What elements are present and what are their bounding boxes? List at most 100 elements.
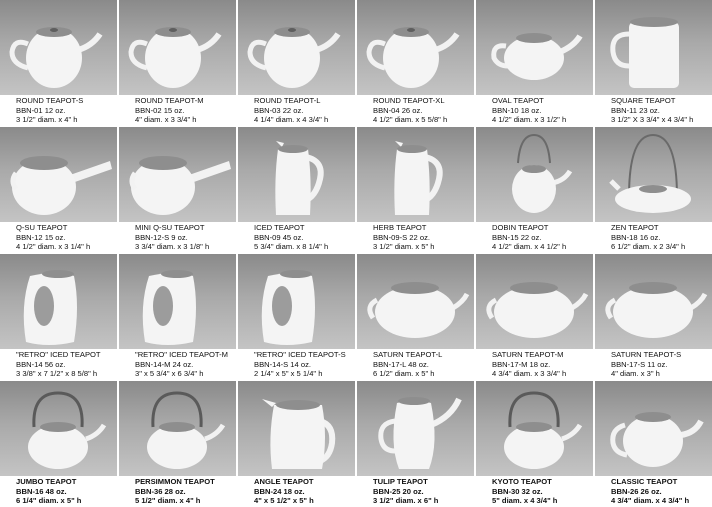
product-name: SQUARE TEAPOT [611, 96, 710, 106]
product-caption: ZEN TEAPOT BBN-18 16 oz. 6 1/2" diam. x 2 … [611, 223, 710, 252]
product-name: ICED TEAPOT [254, 223, 353, 233]
product-caption: ROUND TEAPOT-S BBN-01 12 oz. 3 1/2" diam. … [16, 96, 115, 125]
product-dimensions: 3 1/2" diam. x 5" h [373, 242, 472, 252]
product-photo [0, 254, 117, 349]
product-sku: BBN-09 45 oz. [254, 233, 353, 243]
product-sku: BBN-12 15 oz. [16, 233, 115, 243]
product-dimensions: 3 1/2" diam. x 4" h [16, 115, 115, 125]
product-card: SATURN TEAPOT-M BBN-17-M 18 oz. 4 3/4" dia… [476, 254, 593, 380]
product-caption: ROUND TEAPOT-M BBN-02 15 oz. 4" diam. x 3 … [135, 96, 234, 125]
product-card: ICED TEAPOT BBN-09 45 oz. 5 3/4" diam. x 8… [238, 127, 355, 253]
product-name: TULIP TEAPOT [373, 477, 472, 487]
product-sku: BBN-36 28 oz. [135, 487, 234, 497]
product-photo [0, 381, 117, 476]
product-name: ROUND TEAPOT-XL [373, 96, 472, 106]
product-card: PERSIMMON TEAPOT BBN-36 28 oz. 5 1/2" diam… [119, 381, 236, 507]
product-photo [119, 381, 236, 476]
product-photo [476, 0, 593, 95]
product-sku: BBN-02 15 oz. [135, 106, 234, 116]
product-sku: BBN-17-S 11 oz. [611, 360, 710, 370]
product-photo [595, 0, 712, 95]
product-dimensions: 5 3/4" diam. x 8 1/4" h [254, 242, 353, 252]
product-photo [476, 127, 593, 222]
product-name: PERSIMMON TEAPOT [135, 477, 234, 487]
product-caption: ANGLE TEAPOT BBN-24 18 oz. 4" x 5 1/2" x 5… [254, 477, 353, 506]
product-sku: BBN-25 20 oz. [373, 487, 472, 497]
product-card: SATURN TEAPOT-S BBN-17-S 11 oz. 4" diam. x… [595, 254, 712, 380]
product-photo [357, 0, 474, 95]
product-name: ROUND TEAPOT-S [16, 96, 115, 106]
product-card: "RETRO" ICED TEAPOT-S BBN-14-S 14 oz. 2 1/… [238, 254, 355, 380]
product-name: "RETRO" ICED TEAPOT [16, 350, 115, 360]
product-photo [595, 127, 712, 222]
product-sku: BBN-17-L 48 oz. [373, 360, 472, 370]
product-caption: SATURN TEAPOT-L BBN-17-L 48 oz. 6 1/2" dia… [373, 350, 472, 379]
product-sku: BBN-18 16 oz. [611, 233, 710, 243]
product-dimensions: 4" x 5 1/2" x 5" h [254, 496, 353, 506]
product-card: ROUND TEAPOT-S BBN-01 12 oz. 3 1/2" diam. … [0, 0, 117, 126]
product-dimensions: 4 1/2" diam. x 4 1/2" h [492, 242, 591, 252]
product-card: ZEN TEAPOT BBN-18 16 oz. 6 1/2" diam. x 2 … [595, 127, 712, 253]
product-name: ANGLE TEAPOT [254, 477, 353, 487]
product-caption: HERB TEAPOT BBN-09-S 22 oz. 3 1/2" diam. x… [373, 223, 472, 252]
product-name: KYOTO TEAPOT [492, 477, 591, 487]
product-caption: "RETRO" ICED TEAPOT-S BBN-14-S 14 oz. 2 1/… [254, 350, 353, 379]
product-sku: BBN-30 32 oz. [492, 487, 591, 497]
product-caption: CLASSIC TEAPOT BBN-26 26 oz. 4 3/4" diam. … [611, 477, 710, 506]
product-name: SATURN TEAPOT-L [373, 350, 472, 360]
product-sku: BBN-16 48 oz. [16, 487, 115, 497]
product-name: "RETRO" ICED TEAPOT-M [135, 350, 234, 360]
product-caption: SATURN TEAPOT-M BBN-17-M 18 oz. 4 3/4" dia… [492, 350, 591, 379]
product-photo [119, 0, 236, 95]
product-card: SQUARE TEAPOT BBN-11 23 oz. 3 1/2" X 3 3/4… [595, 0, 712, 126]
product-dimensions: 3 3/8" x 7 1/2" x 8 5/8" h [16, 369, 115, 379]
product-card: TULIP TEAPOT BBN-25 20 oz. 3 1/2" diam. x … [357, 381, 474, 507]
product-caption: "RETRO" ICED TEAPOT BBN-14 56 oz. 3 3/8" x… [16, 350, 115, 379]
product-dimensions: 4 1/2" diam. x 3 1/4" h [16, 242, 115, 252]
product-name: "RETRO" ICED TEAPOT-S [254, 350, 353, 360]
product-sku: BBN-09-S 22 oz. [373, 233, 472, 243]
product-dimensions: 6 1/2" diam. x 5" h [373, 369, 472, 379]
product-card: "RETRO" ICED TEAPOT BBN-14 56 oz. 3 3/8" x… [0, 254, 117, 380]
product-card: ROUND TEAPOT-M BBN-02 15 oz. 4" diam. x 3 … [119, 0, 236, 126]
product-name: HERB TEAPOT [373, 223, 472, 233]
product-card: ANGLE TEAPOT BBN-24 18 oz. 4" x 5 1/2" x 5… [238, 381, 355, 507]
product-dimensions: 4" diam. x 3" h [611, 369, 710, 379]
product-sku: BBN-14-S 14 oz. [254, 360, 353, 370]
product-card: ROUND TEAPOT-XL BBN-04 26 oz. 4 1/2" diam.… [357, 0, 474, 126]
product-card: JUMBO TEAPOT BBN-16 48 oz. 6 1/4" diam. x … [0, 381, 117, 507]
product-sku: BBN-12-S 9 oz. [135, 233, 234, 243]
product-photo [119, 127, 236, 222]
product-dimensions: 3 1/2" diam. x 6" h [373, 496, 472, 506]
product-caption: ROUND TEAPOT-L BBN-03 22 oz. 4 1/4" diam. … [254, 96, 353, 125]
product-photo [595, 381, 712, 476]
product-sku: BBN-17-M 18 oz. [492, 360, 591, 370]
product-caption: ICED TEAPOT BBN-09 45 oz. 5 3/4" diam. x 8… [254, 223, 353, 252]
product-card: HERB TEAPOT BBN-09-S 22 oz. 3 1/2" diam. x… [357, 127, 474, 253]
product-photo [238, 381, 355, 476]
product-name: CLASSIC TEAPOT [611, 477, 710, 487]
product-dimensions: 6 1/2" diam. x 2 3/4" h [611, 242, 710, 252]
product-photo [238, 0, 355, 95]
product-dimensions: 4" diam. x 3 3/4" h [135, 115, 234, 125]
product-name: SATURN TEAPOT-S [611, 350, 710, 360]
product-name: ROUND TEAPOT-M [135, 96, 234, 106]
product-dimensions: 4 1/2" diam. x 3 1/2" h [492, 115, 591, 125]
product-card: ROUND TEAPOT-L BBN-03 22 oz. 4 1/4" diam. … [238, 0, 355, 126]
product-caption: SQUARE TEAPOT BBN-11 23 oz. 3 1/2" X 3 3/4… [611, 96, 710, 125]
product-photo [476, 381, 593, 476]
product-dimensions: 4 1/4" diam. x 4 3/4" h [254, 115, 353, 125]
product-dimensions: 5" diam. x 4 3/4" h [492, 496, 591, 506]
product-dimensions: 3 3/4" diam. x 3 1/8" h [135, 242, 234, 252]
product-card: SATURN TEAPOT-L BBN-17-L 48 oz. 6 1/2" dia… [357, 254, 474, 380]
product-dimensions: 6 1/4" diam. x 5" h [16, 496, 115, 506]
product-card: CLASSIC TEAPOT BBN-26 26 oz. 4 3/4" diam. … [595, 381, 712, 507]
product-caption: OVAL TEAPOT BBN-10 18 oz. 4 1/2" diam. x 3… [492, 96, 591, 125]
product-photo [595, 254, 712, 349]
product-sku: BBN-15 22 oz. [492, 233, 591, 243]
product-photo [476, 254, 593, 349]
product-sku: BBN-11 23 oz. [611, 106, 710, 116]
product-card: DOBIN TEAPOT BBN-15 22 oz. 4 1/2" diam. x … [476, 127, 593, 253]
product-name: SATURN TEAPOT-M [492, 350, 591, 360]
